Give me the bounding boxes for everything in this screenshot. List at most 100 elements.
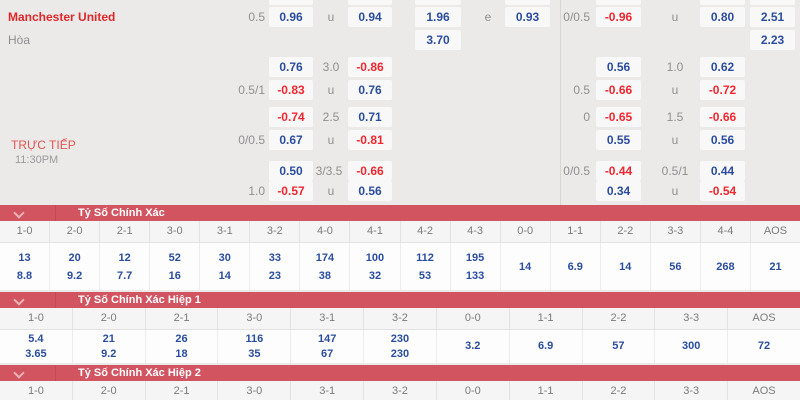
score-odds[interactable]: 14 — [619, 260, 632, 273]
score-odds[interactable]: 3.2 — [465, 340, 481, 352]
score-odds[interactable]: 16 — [168, 269, 181, 282]
odds-value[interactable]: 2.51 — [750, 7, 795, 27]
score-odds[interactable]: 72 — [757, 340, 771, 352]
odds-value[interactable]: 1.96 — [415, 7, 461, 27]
score-header: 3-0 — [218, 308, 292, 330]
score-header: 2-1 — [100, 221, 151, 243]
section-header-bar[interactable]: Tỷ Số Chính Xác — [0, 205, 800, 221]
odds-value[interactable]: -0.54 — [700, 181, 745, 201]
score-odds[interactable]: 32 — [368, 269, 382, 282]
odds-value[interactable]: -0.74 — [269, 107, 313, 127]
score-odds[interactable]: 30 — [218, 251, 231, 264]
odds-value[interactable]: 0.71 — [348, 107, 392, 127]
score-odds[interactable]: 38 — [318, 269, 332, 282]
odds-value[interactable]: 0.76 — [269, 57, 313, 77]
score-odds[interactable]: 33 — [268, 251, 281, 264]
section-header-bar[interactable]: Tỷ Số Chính Xác Hiệp 1 — [0, 292, 800, 308]
odds-value[interactable]: 0.96 — [269, 7, 313, 27]
handicap-label: 3/3.5 — [315, 164, 343, 178]
odds-value[interactable]: -0.96 — [596, 7, 641, 27]
score-odds[interactable]: 112 — [416, 251, 434, 264]
score-odds[interactable]: 9.2 — [66, 269, 83, 282]
odds-value[interactable]: -0.86 — [348, 57, 392, 77]
score-header-row: 1-0 2-0 2-1 3-0 3-1 3-2 0-0 1-1 2-2 3-3 AOS — [0, 308, 800, 330]
score-odds[interactable]: 6.9 — [567, 260, 583, 273]
score-header: 1-0 — [0, 308, 73, 330]
score-odds[interactable]: 56 — [669, 260, 682, 273]
odds-value[interactable]: -0.66 — [700, 107, 745, 127]
score-header: 4-0 — [300, 221, 351, 243]
odds-value[interactable]: 0.44 — [700, 161, 745, 181]
odds-value[interactable]: -0.72 — [700, 80, 745, 100]
score-cell: 6.9 — [510, 330, 583, 363]
score-odds[interactable]: 6.9 — [537, 340, 554, 352]
odds-value[interactable]: 0.50 — [269, 161, 313, 181]
score-odds[interactable]: 268 — [716, 260, 735, 273]
score-values-row: 13 8.8 20 9.2 12 7.7 52 16 30 14 33 23 174 38 100 32 112… — [0, 243, 800, 290]
score-odds[interactable]: 8.8 — [16, 269, 33, 282]
section-title: Tỷ Số Chính Xác Hiệp 2 — [78, 367, 201, 379]
score-odds[interactable]: 14 — [519, 260, 532, 273]
score-odds[interactable]: 52 — [168, 251, 181, 264]
score-odds[interactable]: 174 — [315, 251, 335, 264]
score-header: 3-3 — [650, 221, 701, 243]
bar-separator — [55, 292, 56, 308]
score-odds[interactable]: 3.65 — [25, 347, 47, 360]
odds-value[interactable]: 0.34 — [596, 181, 641, 201]
odds-value[interactable]: 0.56 — [596, 57, 641, 77]
odds-value[interactable]: 0.62 — [700, 57, 745, 77]
score-odds[interactable]: 35 — [248, 347, 261, 360]
score-odds[interactable]: 133 — [465, 269, 485, 282]
score-odds[interactable]: 18 — [175, 347, 188, 360]
score-odds[interactable]: 21 — [102, 332, 115, 345]
odds-value[interactable]: 0.93 — [505, 7, 550, 27]
score-odds[interactable]: 14 — [218, 269, 231, 282]
odds-value[interactable]: -0.65 — [596, 107, 641, 127]
odds-value[interactable]: 0.76 — [348, 80, 392, 100]
score-odds[interactable]: 12 — [118, 251, 131, 264]
odds-value[interactable]: 0.80 — [700, 7, 745, 27]
odds-value[interactable]: -0.83 — [269, 80, 313, 100]
score-odds[interactable]: 26 — [175, 332, 188, 345]
score-odds[interactable]: 300 — [682, 340, 701, 352]
score-header: 3-0 — [150, 221, 201, 243]
score-odds[interactable]: 53 — [418, 269, 432, 282]
score-odds[interactable]: 67 — [321, 347, 334, 360]
odds-value[interactable]: 0.94 — [348, 7, 392, 27]
score-odds[interactable]: 20 — [68, 251, 81, 264]
score-odds[interactable]: 147 — [317, 332, 337, 345]
score-odds[interactable]: 9.2 — [101, 347, 117, 360]
odds-value[interactable]: -0.81 — [348, 130, 392, 150]
score-odds[interactable]: 116 — [245, 332, 264, 345]
score-odds[interactable]: 230 — [390, 347, 410, 360]
score-odds[interactable]: 23 — [268, 269, 281, 282]
handicap-label: u — [671, 133, 679, 147]
odds-value[interactable]: 0.67 — [269, 130, 313, 150]
odds-value[interactable]: -0.57 — [269, 181, 313, 201]
score-odds[interactable]: 230 — [390, 332, 410, 345]
handicap-label: 0/0.5 — [563, 10, 590, 24]
score-odds[interactable]: 21 — [769, 260, 782, 273]
odds-value[interactable]: 2.23 — [750, 30, 795, 50]
odds-value[interactable]: -0.44 — [596, 161, 641, 181]
odds-value[interactable]: -0.66 — [348, 161, 392, 181]
handicap-label: 0.5 — [248, 10, 265, 24]
score-header: 2-0 — [72, 308, 146, 330]
odds-value[interactable]: 3.70 — [415, 30, 461, 50]
score-header: 4-1 — [350, 221, 401, 243]
score-cell: 14 — [601, 243, 651, 290]
section-header-bar[interactable]: Tỷ Số Chính Xác Hiệp 2 — [0, 365, 800, 381]
score-odds[interactable]: 5.4 — [28, 332, 44, 345]
score-odds[interactable]: 195 — [465, 251, 485, 264]
handicap-label: 0.5/1 — [661, 164, 689, 178]
odds-value[interactable]: 0.56 — [700, 130, 745, 150]
score-odds[interactable]: 7.7 — [117, 269, 133, 282]
score-odds[interactable]: 13 — [18, 251, 31, 264]
odds-value[interactable]: 0.55 — [596, 130, 641, 150]
score-odds[interactable]: 57 — [612, 340, 625, 352]
odds-value[interactable]: -0.66 — [596, 80, 641, 100]
score-odds[interactable]: 100 — [365, 251, 385, 264]
odds-value[interactable]: 0.56 — [348, 181, 392, 201]
score-header: 2-0 — [50, 221, 101, 243]
score-header-row: 1-0 2-0 2-1 3-0 3-1 3-2 4-0 4-1 4-2 4-3 0-0 1-1 2-2 3… — [0, 221, 800, 243]
